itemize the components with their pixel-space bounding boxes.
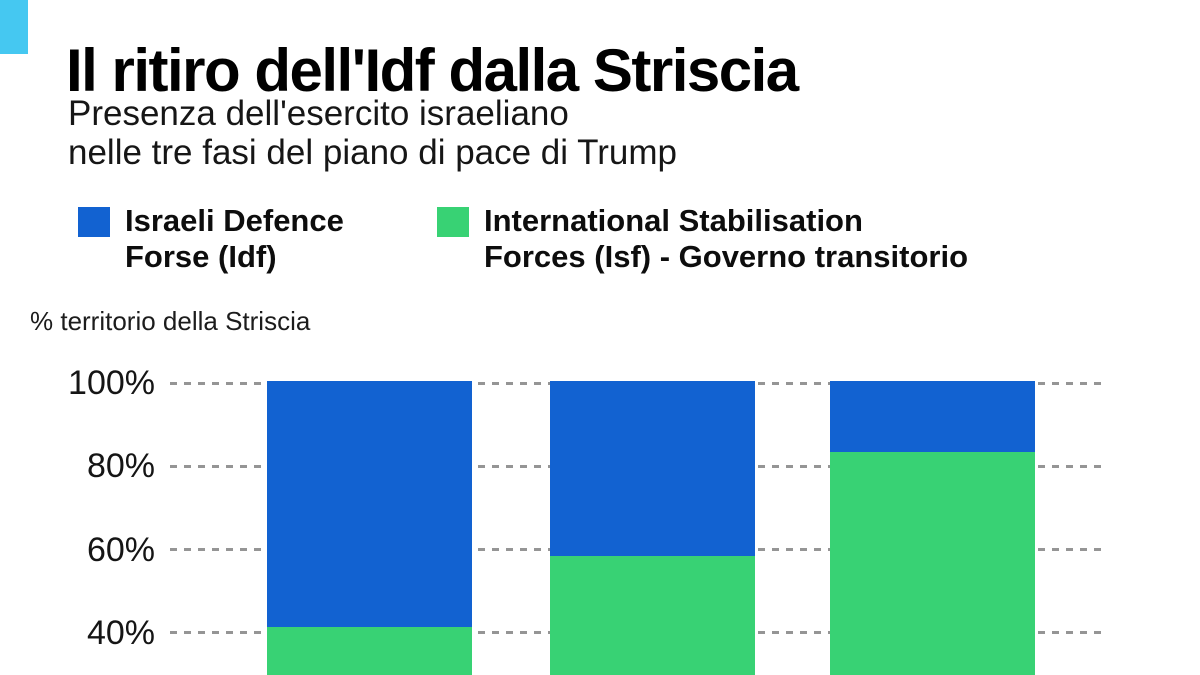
chart-subtitle: Presenza dell'esercito israeliano nelle … — [68, 94, 677, 172]
legend-item-isf: International Stabilisation Forces (Isf)… — [437, 203, 968, 275]
y-tick-label-60: 60% — [86, 530, 155, 569]
y-tick-label-80: 80% — [86, 447, 155, 486]
idf-color-swatch — [78, 207, 110, 237]
page-title: Il ritiro dell'Idf dalla Striscia — [66, 37, 799, 105]
stacked-bar-2 — [550, 381, 755, 675]
isf-segment — [267, 626, 472, 675]
idf-segment — [550, 381, 755, 556]
accent-square — [0, 0, 28, 54]
legend-item-idf: Israeli Defence Forse (Idf) — [78, 203, 344, 275]
isf-segment — [830, 451, 1035, 675]
idf-segment — [267, 381, 472, 627]
isf-segment — [550, 555, 755, 675]
legend-label-isf: International Stabilisation Forces (Isf)… — [484, 203, 969, 274]
y-tick-label-100: 100% — [68, 364, 155, 402]
stacked-bar-1 — [267, 381, 472, 675]
isf-color-swatch — [437, 207, 469, 237]
idf-segment — [830, 381, 1035, 452]
stacked-bar-3 — [830, 381, 1035, 675]
legend-label-idf: Israeli Defence Forse (Idf) — [125, 203, 344, 274]
y-tick-label-40: 40% — [86, 613, 155, 652]
y-axis-title: % territorio della Striscia — [30, 306, 311, 336]
